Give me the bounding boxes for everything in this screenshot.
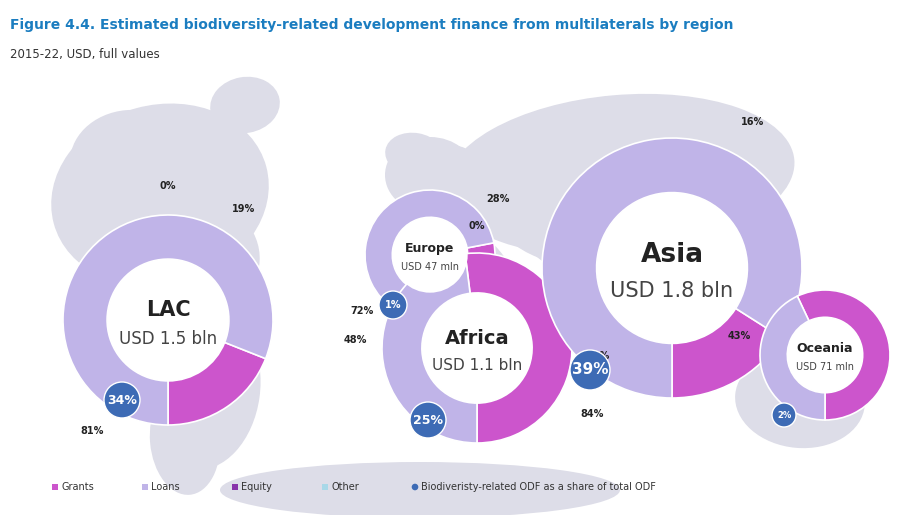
Text: 2%: 2% xyxy=(777,410,791,420)
Wedge shape xyxy=(465,253,572,443)
Circle shape xyxy=(570,350,610,390)
Circle shape xyxy=(379,291,407,319)
Text: Other: Other xyxy=(331,482,359,492)
Bar xyxy=(322,484,328,490)
Text: USD 1.5 bln: USD 1.5 bln xyxy=(119,330,217,348)
Bar xyxy=(232,484,238,490)
Text: 52%: 52% xyxy=(587,351,610,360)
Wedge shape xyxy=(430,243,495,320)
Wedge shape xyxy=(63,215,273,425)
Text: USD 1.8 bln: USD 1.8 bln xyxy=(610,281,734,301)
Text: USD 71 mln: USD 71 mln xyxy=(796,362,854,372)
Ellipse shape xyxy=(120,195,260,315)
Text: 19%: 19% xyxy=(232,204,255,214)
Ellipse shape xyxy=(730,315,790,385)
Circle shape xyxy=(410,402,446,438)
Wedge shape xyxy=(382,254,477,443)
Text: USD 47 mln: USD 47 mln xyxy=(401,262,459,272)
Ellipse shape xyxy=(149,311,261,470)
Ellipse shape xyxy=(490,135,670,265)
Ellipse shape xyxy=(220,462,620,515)
Ellipse shape xyxy=(600,180,800,320)
Text: 72%: 72% xyxy=(351,306,374,316)
Circle shape xyxy=(392,217,467,293)
Ellipse shape xyxy=(385,133,445,177)
Text: 43%: 43% xyxy=(727,331,751,341)
Bar xyxy=(52,484,58,490)
Circle shape xyxy=(597,193,747,344)
Text: 34%: 34% xyxy=(107,393,137,406)
Circle shape xyxy=(772,403,796,427)
Text: 0%: 0% xyxy=(160,181,176,191)
Text: Oceania: Oceania xyxy=(797,342,853,355)
Ellipse shape xyxy=(775,340,865,410)
Ellipse shape xyxy=(410,320,506,440)
Text: 1%: 1% xyxy=(385,300,401,310)
Wedge shape xyxy=(672,308,782,398)
Text: USD 1.1 bln: USD 1.1 bln xyxy=(432,357,522,372)
Wedge shape xyxy=(760,296,825,420)
Text: Grants: Grants xyxy=(61,482,93,492)
Ellipse shape xyxy=(51,104,269,286)
Text: 16%: 16% xyxy=(741,117,764,127)
Ellipse shape xyxy=(735,352,865,448)
Ellipse shape xyxy=(398,230,522,410)
Ellipse shape xyxy=(150,385,220,495)
Ellipse shape xyxy=(210,77,280,133)
Text: Africa: Africa xyxy=(445,329,510,348)
Circle shape xyxy=(107,259,229,381)
Circle shape xyxy=(412,484,418,490)
Text: Asia: Asia xyxy=(640,242,704,268)
Ellipse shape xyxy=(385,137,475,213)
Text: 81%: 81% xyxy=(81,426,104,436)
Wedge shape xyxy=(168,342,265,425)
Text: Figure 4.4. Estimated biodiversity-related development finance from multilateral: Figure 4.4. Estimated biodiversity-relat… xyxy=(10,18,734,32)
Text: 25%: 25% xyxy=(413,414,443,426)
Text: 84%: 84% xyxy=(580,409,603,419)
Text: Loans: Loans xyxy=(151,482,180,492)
Text: Europe: Europe xyxy=(405,242,455,255)
Ellipse shape xyxy=(511,144,789,296)
Text: LAC: LAC xyxy=(146,300,191,319)
Ellipse shape xyxy=(605,235,695,345)
Text: 0%: 0% xyxy=(468,221,485,231)
Text: Equity: Equity xyxy=(241,482,271,492)
Circle shape xyxy=(788,317,863,393)
Text: 39%: 39% xyxy=(572,363,609,377)
Ellipse shape xyxy=(446,94,795,256)
Text: 48%: 48% xyxy=(344,335,368,346)
Ellipse shape xyxy=(700,270,780,350)
Bar xyxy=(142,484,148,490)
Ellipse shape xyxy=(70,110,190,210)
Wedge shape xyxy=(365,190,494,320)
Circle shape xyxy=(104,382,140,418)
Ellipse shape xyxy=(422,145,478,185)
Text: 28%: 28% xyxy=(486,194,510,204)
Circle shape xyxy=(422,293,532,403)
Wedge shape xyxy=(542,138,802,398)
Text: 2015-22, USD, full values: 2015-22, USD, full values xyxy=(10,48,160,61)
Text: Biodiveristy-related ODF as a share of total ODF: Biodiveristy-related ODF as a share of t… xyxy=(421,482,656,492)
Wedge shape xyxy=(797,290,890,420)
